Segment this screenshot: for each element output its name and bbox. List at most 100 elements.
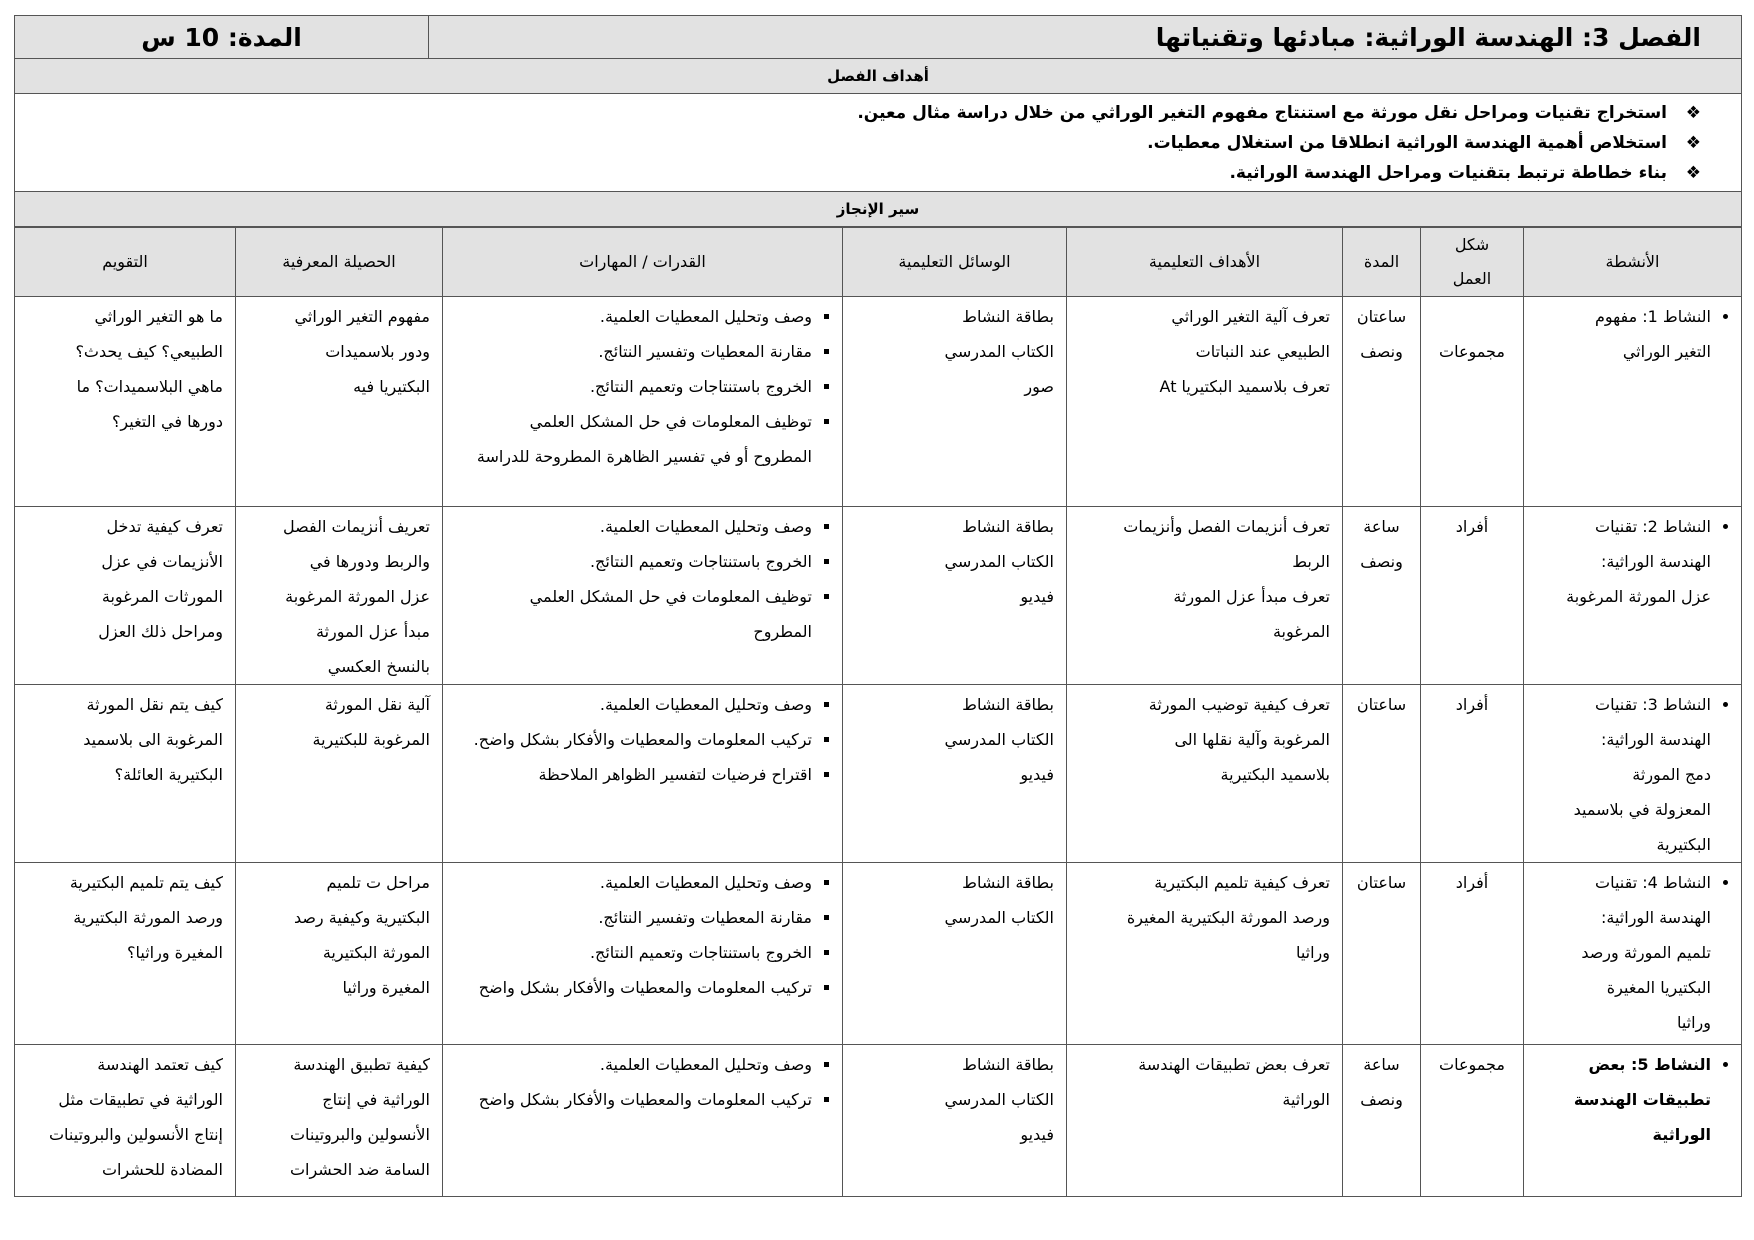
cell-activity: النشاط 5: بعض تطبيقات الهندسة الوراثية [1523,1044,1742,1197]
cell-duration: ساعة ونصف [1342,506,1421,685]
cell-line: بطاقة النشاط [962,695,1054,714]
cell-skills: وصف وتحليل المعطيات العلمية.مقارنة المعط… [442,862,843,1045]
cell-line: تعرف كيفية تلميم البكتيرية [1154,873,1330,892]
cell-line: الوراثية في إنتاج [322,1090,430,1109]
cell-line: النشاط 5: بعض [1588,1055,1711,1074]
cell-line: البكتيرية وكيفية رصد [293,908,430,927]
activity-item: النشاط 1: مفهوم التغير الوراثي [1536,299,1711,369]
cell-line: المورثة البكتيرية [322,943,430,962]
cell-line: المغيرة وراثيا؟ [127,943,223,962]
cell-line: ودور بلاسميدات [325,342,430,361]
skill-item: اقتراح فرضيات لتفسير الظواهر الملاحظة [468,757,812,792]
cell-line: بلاسميد البكتيرية [1220,765,1330,784]
cell-line: ورصد المورثة البكتيرية المغيرة [1126,908,1330,927]
cell-line: تعرف مبدأ عزل المورثة [1173,587,1330,606]
cell-line: الأنزيمات في عزل [101,552,223,571]
cell-line: مفهوم التغير الوراثي [294,307,430,326]
cell-line: تعرف آلية التغير الوراثي [1171,307,1330,326]
cell-activity: النشاط 3: تقنيات الهندسة الوراثية: دمج الم… [1523,684,1742,863]
cell-line: الطبيعي عند النباتات [1195,342,1330,361]
cell-line: مبدأ عزل المورثة [315,622,430,641]
cell-line: تعريف أنزيمات الفصل [283,517,430,536]
cell-line: المضادة للحشرات [101,1160,223,1179]
cell-line: فيديو [1020,587,1054,606]
cell-line: المرغوبة وآلية نقلها الى [1174,730,1330,749]
goal-item: ❖ بناء خطاطة ترتبط بتقنيات ومراحل الهندسة… [27,158,1701,188]
column-header: الحصيلة المعرفية [235,227,443,297]
skill-item: تركيب المعلومات والمعطيات والأفكار بشكل … [468,1082,812,1117]
cell-line: آلية نقل المورثة [324,695,430,714]
cell-line: دورها في التغير؟ [111,412,223,431]
cell-line: الكتاب المدرسي [944,342,1054,361]
cell-line: المرغوبة [1272,622,1330,641]
cell-line: الكتاب المدرسي [944,730,1054,749]
cell-line: ساعة [1363,517,1400,536]
cell-duration: ساعتان [1342,684,1421,863]
cell-activity: النشاط 2: تقنيات الهندسة الوراثية: عزل الم… [1523,506,1742,685]
cell-line: الهندسة الوراثية: [1601,552,1711,571]
duration-total: المدة: 10 س [14,15,429,59]
cell-means: بطاقة النشاط الكتاب المدرسي صور [842,296,1067,507]
cell-line: تطبيقات الهندسة [1573,1090,1711,1109]
goal-text: استخلاص أهمية الهندسة الوراثية انطلاقا م… [1147,133,1667,153]
cell-line: الوراثية [1282,1090,1330,1109]
cell-line: الكتاب المدرسي [944,1090,1054,1109]
cell-activity: النشاط 4: تقنيات الهندسة الوراثية: تلميم ا… [1523,862,1742,1045]
cell-line: مراحل ت تلميم [326,873,430,892]
cell-line: بطاقة النشاط [962,1055,1054,1074]
skill-item: الخروج باستنتاجات وتعميم النتائج. [468,369,812,404]
cell-knowledge: كيفية تطبيق الهندسة الوراثية في إنتاج الأن… [235,1044,443,1197]
column-header: القدرات / المهارات [442,227,843,297]
cell-form: أفراد [1420,862,1524,1045]
cell-skills: وصف وتحليل المعطيات العلمية.مقارنة المعط… [442,296,843,507]
goals-list: ❖ استخراج تقنيات ومراحل نقل مورثة مع استن… [14,93,1742,192]
cell-line: تعرف بلاسميد البكتيريا At [1159,377,1330,396]
cell-line: وراثيا [1676,1013,1711,1032]
cell-line: الهندسة الوراثية: [1601,730,1711,749]
cell-line: ومراحل ذلك العزل [98,622,223,641]
cell-evaluation: كيف يتم نقل المورثة المرغوبة الى بلاسميد ا… [14,684,236,863]
cell-skills: وصف وتحليل المعطيات العلمية.الخروج باستن… [442,506,843,685]
cell-line: فيديو [1020,1125,1054,1144]
cell-knowledge: تعريف أنزيمات الفصل والربط ودورها في عزل ا… [235,506,443,685]
skill-item: الخروج باستنتاجات وتعميم النتائج. [468,935,812,970]
skill-item: وصف وتحليل المعطيات العلمية. [468,299,812,334]
table-row: النشاط 4: تقنيات الهندسة الوراثية: تلميم ا… [14,862,1742,1045]
cell-form: أفراد [1420,506,1524,685]
cell-line: المرغوبة الى بلاسميد [83,730,223,749]
skill-item: مقارنة المعطيات وتفسير النتائج. [468,900,812,935]
table-row: النشاط 3: تقنيات الهندسة الوراثية: دمج الم… [14,684,1742,863]
cell-line: تعرف كيفية توضيب المورثة [1148,695,1330,714]
cell-line: ورصد المورثة البكتيرية [73,908,223,927]
skill-item: وصف وتحليل المعطيات العلمية. [468,865,812,900]
cell-line: المعزولة في بلاسميد [1573,800,1711,819]
cell-objectives: تعرف أنزيمات الفصل وأنزيمات الربط تعرف مبد… [1066,506,1343,685]
goals-heading: أهداف الفصل [14,58,1742,94]
cell-objectives: تعرف آلية التغير الوراثي الطبيعي عند النب… [1066,296,1343,507]
column-header: المدة [1342,227,1421,297]
cell-line: ساعتان [1356,307,1407,326]
goal-text: استخراج تقنيات ومراحل نقل مورثة مع استنت… [857,103,1667,123]
cell-form: مجموعات [1420,1044,1524,1197]
cell-knowledge: مراحل ت تلميم البكتيرية وكيفية رصد المورثة… [235,862,443,1045]
cell-line: كيفية تطبيق الهندسة [293,1055,430,1074]
skill-item: وصف وتحليل المعطيات العلمية. [468,509,812,544]
column-header: التقويم [14,227,236,297]
cell-line: ونصف [1360,552,1403,571]
cell-line: الوراثية [1652,1125,1711,1144]
cell-line: فيديو [1020,765,1054,784]
cell-line: بالنسخ العكسي [327,657,430,676]
goal-text: بناء خطاطة ترتبط بتقنيات ومراحل الهندسة … [1229,163,1667,183]
cell-line: البكتيرية [1656,835,1712,854]
cell-line: ماهي البلاسميدات؟ ما [76,377,223,396]
cell-line: بطاقة النشاط [962,307,1054,326]
column-header: الوسائل التعليمية [842,227,1067,297]
skill-item: تركيب المعلومات والمعطيات والأفكار بشكل … [468,722,812,757]
diamond-dots-icon: ❖ [1685,163,1701,183]
cell-line: البكتيرية العائلة؟ [114,765,223,784]
cell-line: المورثات المرغوبة [101,587,223,606]
header-table: الفصل 3: الهندسة الوراثية: مبادئها وتقني… [14,15,1742,227]
activities-table: الأنشطة شكل العمل المدة الأهداف التعليمية ال… [14,227,1742,1197]
cell-objectives: تعرف كيفية تلميم البكتيرية ورصد المورثة ا… [1066,862,1343,1045]
progress-heading: سير الإنجاز [14,191,1742,227]
